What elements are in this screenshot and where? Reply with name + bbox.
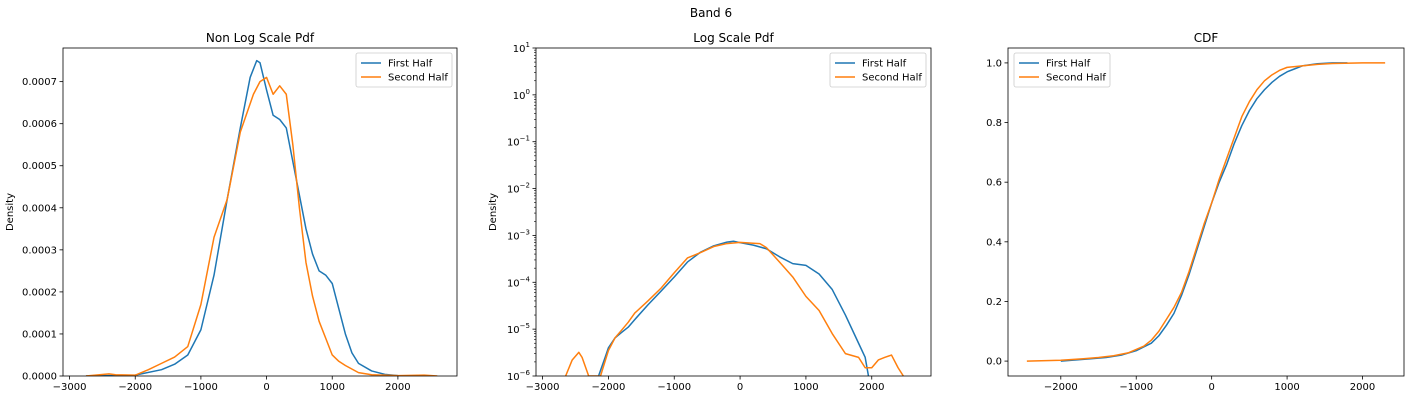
x-tick-label-log: 1000 <box>793 382 818 393</box>
y-tick-label-cdf: 0.6 <box>986 178 1002 189</box>
y-tick-label-exponent-log: −3 <box>520 228 530 236</box>
series-line-nonlog-second-half <box>85 76 438 376</box>
y-tick-label-exponent-log: 0 <box>526 88 530 96</box>
y-tick-label-base-log: 10 <box>513 91 526 102</box>
y-tick-label-nonlog: 0.0006 <box>22 119 57 130</box>
legend-label-nonlog-first-half: First Half <box>388 59 433 70</box>
y-tick-label-base-log: 10 <box>507 185 520 196</box>
y-tick-label-exponent-log: −2 <box>520 182 530 190</box>
x-tick-label-log: 0 <box>737 382 743 393</box>
series-line-cdf-first-half <box>1060 62 1348 362</box>
figure-suptitle: Band 6 <box>690 6 732 20</box>
x-tick-label-nonlog: 1000 <box>320 382 345 393</box>
x-tick-label-nonlog: −1000 <box>184 382 218 393</box>
legend-label-cdf-first-half: First Half <box>1046 59 1091 70</box>
y-tick-label-cdf: 0.4 <box>986 237 1002 248</box>
x-tick-label-nonlog: 2000 <box>385 382 410 393</box>
legend-label-log-first-half: First Half <box>862 59 907 70</box>
y-tick-label-log: 101 <box>513 41 530 55</box>
legend-frame-nonlog <box>355 52 453 88</box>
y-tick-label-log: 100 <box>513 88 530 102</box>
x-tick-label-log: −1000 <box>657 382 691 393</box>
y-tick-label-exponent-log: −5 <box>520 322 530 330</box>
series-line-log-first-half <box>597 240 870 376</box>
y-tick-label-base-log: 10 <box>507 325 520 336</box>
legend-frame-cdf <box>1013 52 1111 88</box>
x-tick-label-cdf: −1000 <box>1119 382 1153 393</box>
y-tick-label-log: 10−6 <box>507 369 531 383</box>
legend-cdf: First Half Second Half <box>1013 52 1111 88</box>
y-tick-label-nonlog: 0.0003 <box>22 245 57 256</box>
x-tick-label-cdf: 2000 <box>1350 382 1375 393</box>
y-tick-label-nonlog: 0.0004 <box>22 203 57 214</box>
y-tick-label-cdf: 0.8 <box>986 118 1002 129</box>
y-tick-label-base-log: 10 <box>513 44 526 55</box>
y-tick-label-log: 10−3 <box>507 228 530 242</box>
chart-title-log: Log Scale Pdf <box>693 31 774 45</box>
axes-frame-nonlog <box>62 47 458 377</box>
series-line-cdf-second-half <box>1026 62 1386 362</box>
y-tick-label-log: 10−4 <box>507 275 531 289</box>
x-tick-label-log: −3000 <box>526 382 560 393</box>
x-tick-label-cdf: 1000 <box>1274 382 1299 393</box>
x-tick-label-nonlog: 0 <box>263 382 269 393</box>
legend-frame-log <box>829 52 927 88</box>
y-tick-label-log: 10−2 <box>507 182 530 196</box>
x-tick-label-log: −2000 <box>592 382 626 393</box>
y-tick-label-nonlog: 0.0001 <box>22 329 57 340</box>
y-tick-label-cdf: 1.0 <box>986 58 1002 69</box>
axes-cdf: −2000 −1000 0 1000 2000 0.0 0.2 0.4 0.6 0.8 1.0 CDF… <box>986 31 1405 393</box>
axes-frame-log <box>535 47 932 377</box>
chart-title-nonlog: Non Log Scale Pdf <box>206 31 315 45</box>
y-tick-label-nonlog: 0.0000 <box>22 372 57 383</box>
y-tick-label-exponent-log: −4 <box>520 275 531 283</box>
y-tick-label-base-log: 10 <box>507 278 520 289</box>
legend-label-nonlog-second-half: Second Half <box>388 73 448 84</box>
legend-label-log-second-half: Second Half <box>862 73 922 84</box>
series-line-log-second-half <box>564 241 904 376</box>
axes-frame-cdf <box>1007 47 1405 377</box>
x-tick-label-nonlog: −2000 <box>118 382 152 393</box>
legend-log: First Half Second Half <box>829 52 927 88</box>
y-tick-label-exponent-log: −1 <box>520 135 530 143</box>
y-tick-label-cdf: 0.2 <box>986 297 1002 308</box>
x-tick-label-log: 2000 <box>859 382 884 393</box>
y-tick-label-log: 10−1 <box>507 135 530 149</box>
y-tick-label-nonlog: 0.0002 <box>22 287 57 298</box>
legend-label-cdf-second-half: Second Half <box>1046 73 1106 84</box>
y-tick-label-nonlog: 0.0007 <box>22 77 57 88</box>
y-axis-label-nonlog: Density <box>5 193 16 231</box>
y-tick-label-base-log: 10 <box>507 138 520 149</box>
x-tick-label-cdf: −2000 <box>1044 382 1078 393</box>
axes-log: −3000 −2000 −1000 0 1000 200010−610−510−410−3… <box>488 31 932 393</box>
y-tick-label-base-log: 10 <box>507 231 520 242</box>
y-tick-label-log: 10−5 <box>507 322 530 336</box>
y-tick-label-base-log: 10 <box>507 372 520 383</box>
y-tick-label-cdf: 0.0 <box>986 357 1002 368</box>
chart-title-cdf: CDF <box>1194 31 1219 45</box>
y-tick-label-exponent-log: 1 <box>526 41 530 49</box>
y-tick-label-nonlog: 0.0005 <box>22 161 57 172</box>
series-line-nonlog-first-half <box>85 59 418 376</box>
legend-nonlog: First Half Second Half <box>355 52 453 88</box>
y-axis-label-log: Density <box>488 193 499 231</box>
y-tick-label-exponent-log: −6 <box>520 369 531 377</box>
axes-nonlog: −3000 −2000 −1000 0 1000 2000 0.0000 0.0001 0.00… <box>5 31 458 393</box>
x-tick-label-cdf: 0 <box>1208 382 1214 393</box>
x-tick-label-nonlog: −3000 <box>53 382 87 393</box>
